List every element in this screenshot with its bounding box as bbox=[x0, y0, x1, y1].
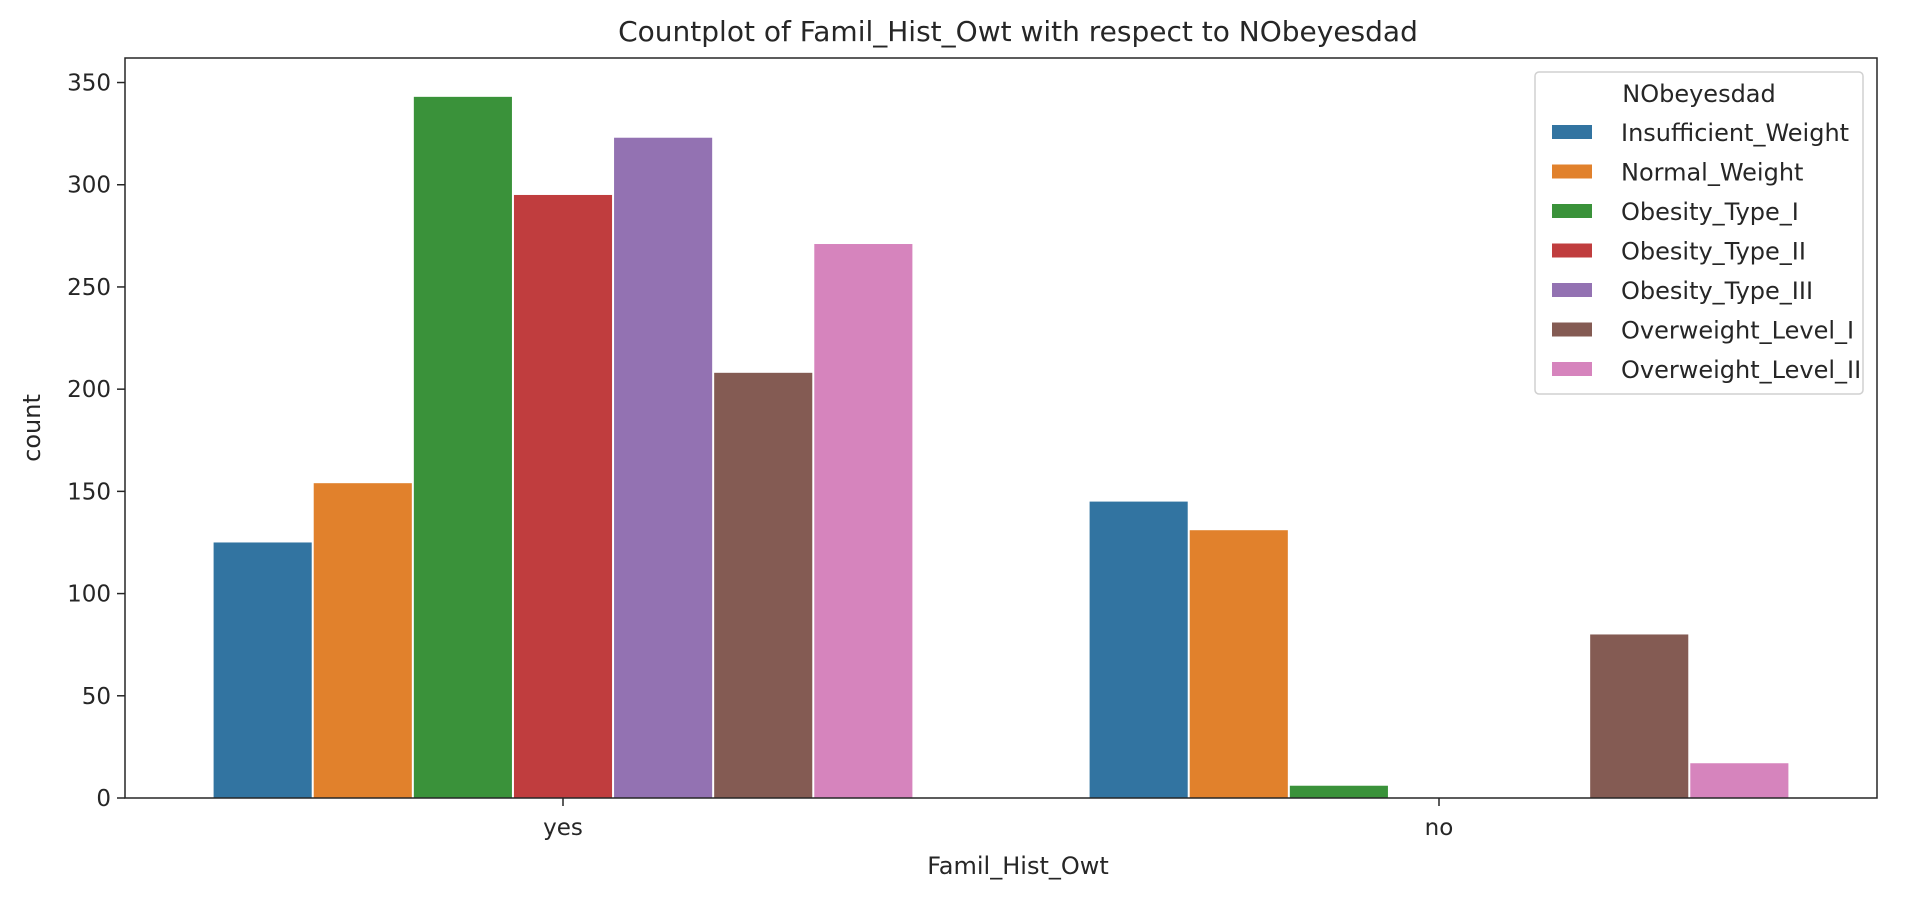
legend-swatch-obesity-type-i bbox=[1552, 204, 1592, 218]
legend-label-obesity-type-i: Obesity_Type_I bbox=[1621, 198, 1799, 226]
legend: NObeyesdad Insufficient_Weight Normal_Wei… bbox=[1534, 71, 1864, 395]
bar-no-overweight-level-ii bbox=[1690, 763, 1789, 798]
plot-frame bbox=[124, 57, 1878, 799]
legend-swatch-obesity-type-ii bbox=[1552, 243, 1592, 258]
legend-swatch-overweight-level-ii bbox=[1552, 362, 1592, 376]
legend-swatch-insufficient-weight bbox=[1552, 125, 1592, 139]
legend-swatch-normal-weight bbox=[1552, 164, 1592, 179]
y-axis: 0 50 100 150 200 250 300 350 bbox=[67, 71, 125, 812]
x-tick-label: no bbox=[1425, 815, 1454, 841]
y-tick-label: 100 bbox=[67, 582, 111, 608]
legend-title: NObeyesdad bbox=[1622, 80, 1776, 108]
plot-area bbox=[213, 96, 1789, 799]
x-axis: yes no bbox=[543, 798, 1453, 841]
bar-yes-insufficient-weight bbox=[213, 542, 312, 798]
y-axis-label: count bbox=[18, 394, 46, 462]
legend-box bbox=[1534, 71, 1864, 395]
legend-label-overweight-level-ii: Overweight_Level_II bbox=[1621, 356, 1861, 384]
legend-label-normal-weight: Normal_Weight bbox=[1621, 159, 1803, 187]
legend-label-overweight-level-i: Overweight_Level_I bbox=[1621, 317, 1854, 345]
legend-items: Insufficient_Weight Normal_Weight Obesity_… bbox=[1552, 119, 1861, 384]
y-tick-label: 200 bbox=[67, 377, 111, 403]
bar-yes-obesity-type-ii bbox=[513, 194, 613, 799]
y-tick-label: 250 bbox=[67, 275, 111, 301]
chart-title: Countplot of Famil_Hist_Owt with respect… bbox=[618, 15, 1418, 48]
bar-no-insufficient-weight bbox=[1089, 501, 1188, 798]
y-tick-label: 0 bbox=[96, 786, 111, 812]
legend-label-obesity-type-iii: Obesity_Type_III bbox=[1621, 277, 1813, 305]
bar-yes-overweight-level-i bbox=[714, 372, 813, 798]
bar-no-overweight-level-i bbox=[1590, 634, 1689, 798]
bar-no-normal-weight bbox=[1189, 530, 1288, 798]
y-tick-label: 350 bbox=[67, 71, 111, 97]
x-tick-label: yes bbox=[543, 815, 583, 841]
bar-yes-normal-weight bbox=[313, 483, 412, 798]
y-tick-label: 300 bbox=[67, 173, 111, 199]
legend-swatch-obesity-type-iii bbox=[1552, 283, 1592, 297]
y-tick-label: 50 bbox=[82, 684, 111, 710]
legend-swatch-overweight-level-i bbox=[1552, 322, 1592, 337]
x-axis-label: Famil_Hist_Owt bbox=[927, 852, 1109, 880]
legend-label-obesity-type-ii: Obesity_Type_II bbox=[1621, 238, 1806, 266]
bar-yes-obesity-type-iii bbox=[614, 137, 713, 798]
bar-yes-obesity-type-i bbox=[413, 96, 512, 798]
bar-yes-overweight-level-ii bbox=[814, 244, 913, 798]
legend-label-insufficient-weight: Insufficient_Weight bbox=[1621, 119, 1849, 147]
bar-no-obesity-type-i bbox=[1289, 785, 1388, 798]
y-tick-label: 150 bbox=[67, 479, 111, 505]
